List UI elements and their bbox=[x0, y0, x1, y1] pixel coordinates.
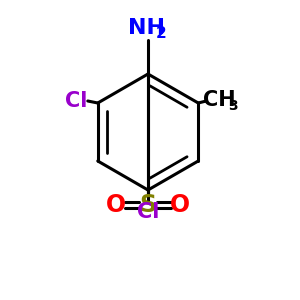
Text: O: O bbox=[170, 193, 190, 217]
Text: Cl: Cl bbox=[64, 91, 87, 111]
Text: NH: NH bbox=[128, 18, 166, 38]
Text: 3: 3 bbox=[228, 99, 238, 113]
Text: S: S bbox=[140, 193, 157, 217]
Text: 2: 2 bbox=[156, 26, 167, 41]
Text: Cl: Cl bbox=[137, 202, 159, 222]
Text: O: O bbox=[106, 193, 126, 217]
Text: CH: CH bbox=[203, 90, 236, 110]
